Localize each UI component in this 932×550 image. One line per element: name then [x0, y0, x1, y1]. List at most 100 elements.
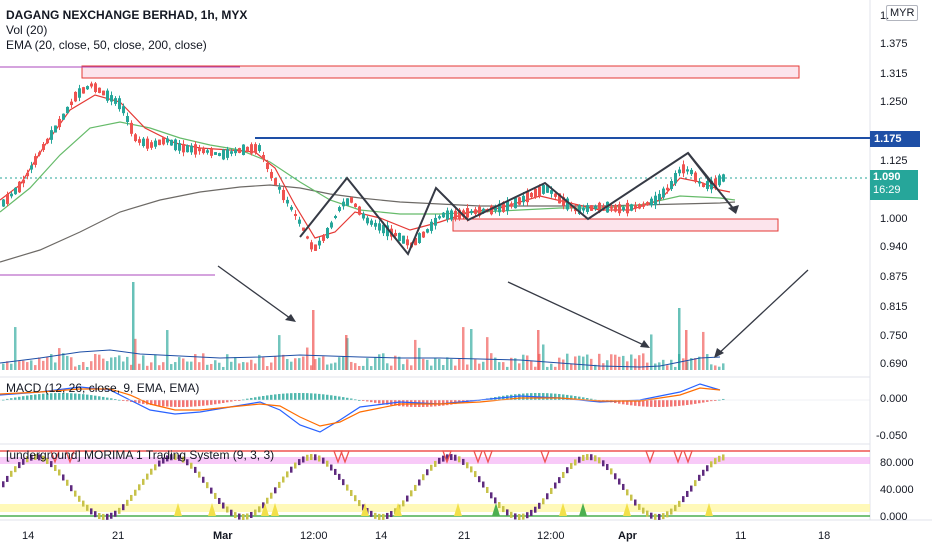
zigzag-pattern-line[interactable] [299, 151, 713, 256]
volume-bar [158, 365, 161, 370]
morima-bar [350, 489, 353, 496]
morima-bar [546, 493, 549, 500]
time-tick: 12:00 [537, 530, 565, 542]
volume-bar [698, 356, 701, 370]
candle-body [478, 206, 481, 216]
morima-legend[interactable]: [underground] MORIMA 1 Trading System (9… [6, 448, 275, 462]
morima-tick: 80.000 [880, 457, 914, 469]
morima-bar [494, 497, 497, 504]
macd-histogram-bar [258, 396, 261, 400]
ema-legend[interactable]: EMA (20, close, 50, close, 200, close) [6, 38, 207, 52]
morima-bar [406, 495, 409, 502]
volume-arrow-2[interactable] [507, 281, 649, 348]
volume-bar [198, 362, 201, 370]
volume-bar [214, 360, 217, 370]
resistance-zone[interactable] [81, 65, 800, 79]
price-tick: 0.875 [880, 271, 908, 283]
morima-bar [714, 458, 717, 465]
time-tick: 21 [458, 530, 471, 542]
morima-bar [182, 456, 185, 463]
macd-histogram-bar [694, 400, 697, 404]
volume-arrow-3[interactable] [715, 269, 809, 357]
volume-bar [514, 358, 517, 370]
candle-body [714, 178, 717, 187]
volume-bar [106, 361, 109, 370]
candle-body [490, 205, 493, 215]
sell-signal-marker [65, 450, 75, 464]
sell-signal-marker [340, 450, 350, 464]
candle-body [482, 208, 485, 213]
macd-histogram-bar [310, 393, 313, 400]
macd-histogram-bar [562, 394, 565, 400]
candle-body [290, 206, 293, 210]
candle-body [522, 195, 525, 203]
candle-body [158, 139, 161, 146]
volume-bar [398, 356, 401, 370]
morima-bar [106, 513, 109, 520]
macd-histogram-bar [194, 400, 197, 407]
morima-bar [6, 475, 9, 482]
volume-legend[interactable]: Vol (20) [6, 23, 48, 37]
morima-bar [266, 497, 269, 504]
volume-bar [50, 354, 53, 370]
morima-bar [526, 512, 529, 519]
breakdown-line[interactable] [687, 152, 737, 213]
volume-bar [574, 356, 577, 370]
morima-bar [206, 482, 209, 489]
volume-bar [426, 359, 429, 370]
morima-bar [94, 511, 97, 518]
morima-bar [538, 502, 541, 509]
morima-bar [158, 460, 161, 467]
volume-bar [626, 361, 629, 370]
candle-body [306, 236, 309, 239]
morima-bar [154, 464, 157, 471]
volume-bar [366, 358, 369, 370]
morima-bar [46, 457, 49, 464]
macd-histogram-bar [170, 400, 173, 407]
volume-bar [382, 353, 385, 370]
macd-histogram-bar [202, 400, 205, 406]
candle-body [506, 200, 509, 212]
volume-bar [542, 344, 545, 370]
morima-bar [530, 509, 533, 516]
morima-bar [534, 506, 537, 513]
volume-arrow-1[interactable] [217, 265, 295, 322]
candle-body [494, 207, 497, 211]
candle-body [670, 181, 673, 189]
macd-histogram-bar [86, 394, 89, 400]
macd-histogram-bar [514, 394, 517, 400]
volume-bar [254, 363, 257, 370]
volume-bar [642, 353, 645, 370]
morima-bar [454, 454, 457, 461]
morima-tick: 0.000 [880, 511, 908, 523]
volume-bar [562, 359, 565, 370]
support-zone[interactable] [452, 218, 779, 232]
morima-bar [706, 465, 709, 472]
macd-histogram-bar [662, 400, 665, 407]
macd-histogram-bar [234, 400, 237, 401]
macd-histogram-bar [298, 393, 301, 400]
volume-bar [98, 354, 101, 370]
morima-bar [522, 513, 525, 520]
morima-bar [622, 483, 625, 490]
buy-signal-marker [174, 503, 182, 516]
volume-bar [18, 361, 21, 370]
macd-histogram-bar [206, 400, 209, 406]
macd-legend[interactable]: MACD (12, 26, close, 9, EMA, EMA) [6, 381, 200, 395]
morima-bar [286, 471, 289, 478]
currency-button[interactable]: MYR [886, 5, 919, 21]
macd-histogram-bar [162, 400, 165, 407]
volume-spike [345, 335, 348, 370]
candle-body [42, 144, 45, 150]
symbol-title[interactable]: DAGANG NEXCHANGE BERHAD, 1h, MYX [6, 8, 248, 22]
buy-signal-marker [271, 503, 279, 516]
volume-bar [682, 358, 685, 370]
morima-bar [114, 510, 117, 517]
morima-bar [274, 487, 277, 494]
candle-body [610, 206, 613, 209]
candle-body [322, 235, 325, 241]
volume-bar [406, 359, 409, 370]
macd-histogram-bar [290, 393, 293, 400]
candle-body [350, 197, 353, 203]
